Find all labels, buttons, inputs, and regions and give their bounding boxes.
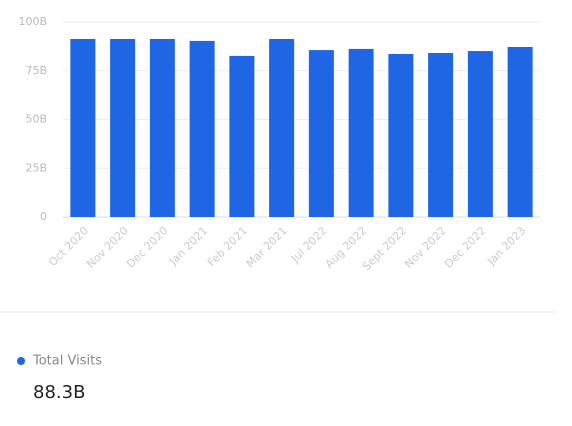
x-tick-label: Jan 2023 xyxy=(484,224,528,268)
x-tick-label: Nov 2022 xyxy=(402,224,449,271)
bar xyxy=(189,40,215,217)
bar xyxy=(229,55,255,218)
y-tick-label: 25B xyxy=(25,161,47,174)
x-tick-label: Jan 2021 xyxy=(166,224,210,268)
bar xyxy=(269,38,295,218)
x-tick-label: Feb 2021 xyxy=(205,224,250,269)
y-tick-label: 50B xyxy=(25,113,47,126)
bar xyxy=(388,53,414,218)
bar xyxy=(467,51,493,218)
bar xyxy=(507,46,533,218)
bar xyxy=(308,50,334,217)
summary-value: 88.3B xyxy=(33,382,85,403)
x-tick-label: Dec 2020 xyxy=(124,224,171,271)
x-tick-label: Dec 2022 xyxy=(442,224,489,271)
bar xyxy=(428,53,454,217)
x-tick-label: Mar 2021 xyxy=(244,224,290,270)
x-tick-label: Nov 2020 xyxy=(84,224,131,271)
bar xyxy=(149,38,175,218)
y-tick-label: 0 xyxy=(40,210,47,223)
bar xyxy=(70,38,96,218)
y-tick-label: 75B xyxy=(25,64,47,77)
y-tick-label: 100B xyxy=(18,15,47,28)
legend-marker xyxy=(17,357,25,365)
x-tick-label: Jul 2022 xyxy=(288,224,330,266)
bar xyxy=(110,38,136,218)
bar xyxy=(348,48,374,217)
legend-label: Total Visits xyxy=(32,354,102,369)
